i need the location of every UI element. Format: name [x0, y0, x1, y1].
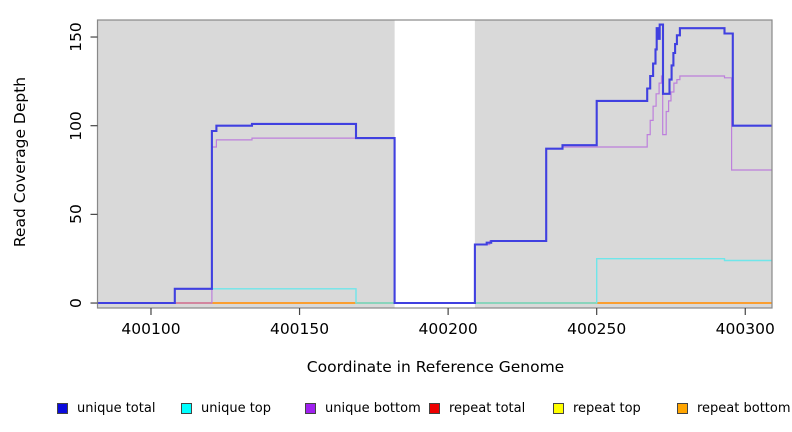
y-tick-label: 100: [67, 110, 85, 141]
x-tick-label: 400250: [567, 320, 627, 338]
y-tick-label: 50: [67, 204, 85, 225]
y-tick-label: 150: [67, 22, 85, 52]
x-tick-label: 400300: [715, 320, 775, 338]
x-tick-label: 400100: [121, 320, 181, 338]
plot-frame: [96, 19, 773, 309]
masked-region: [394, 20, 475, 308]
x-axis-title: Coordinate in Reference Genome: [306, 358, 565, 376]
x-tick-label: 400150: [269, 320, 330, 338]
series-unique-total: [97, 23, 772, 305]
x-tick-label: 400200: [418, 320, 478, 338]
y-axis-title: Read Coverage Depth: [11, 76, 29, 248]
y-tick-label: 0: [67, 298, 85, 308]
